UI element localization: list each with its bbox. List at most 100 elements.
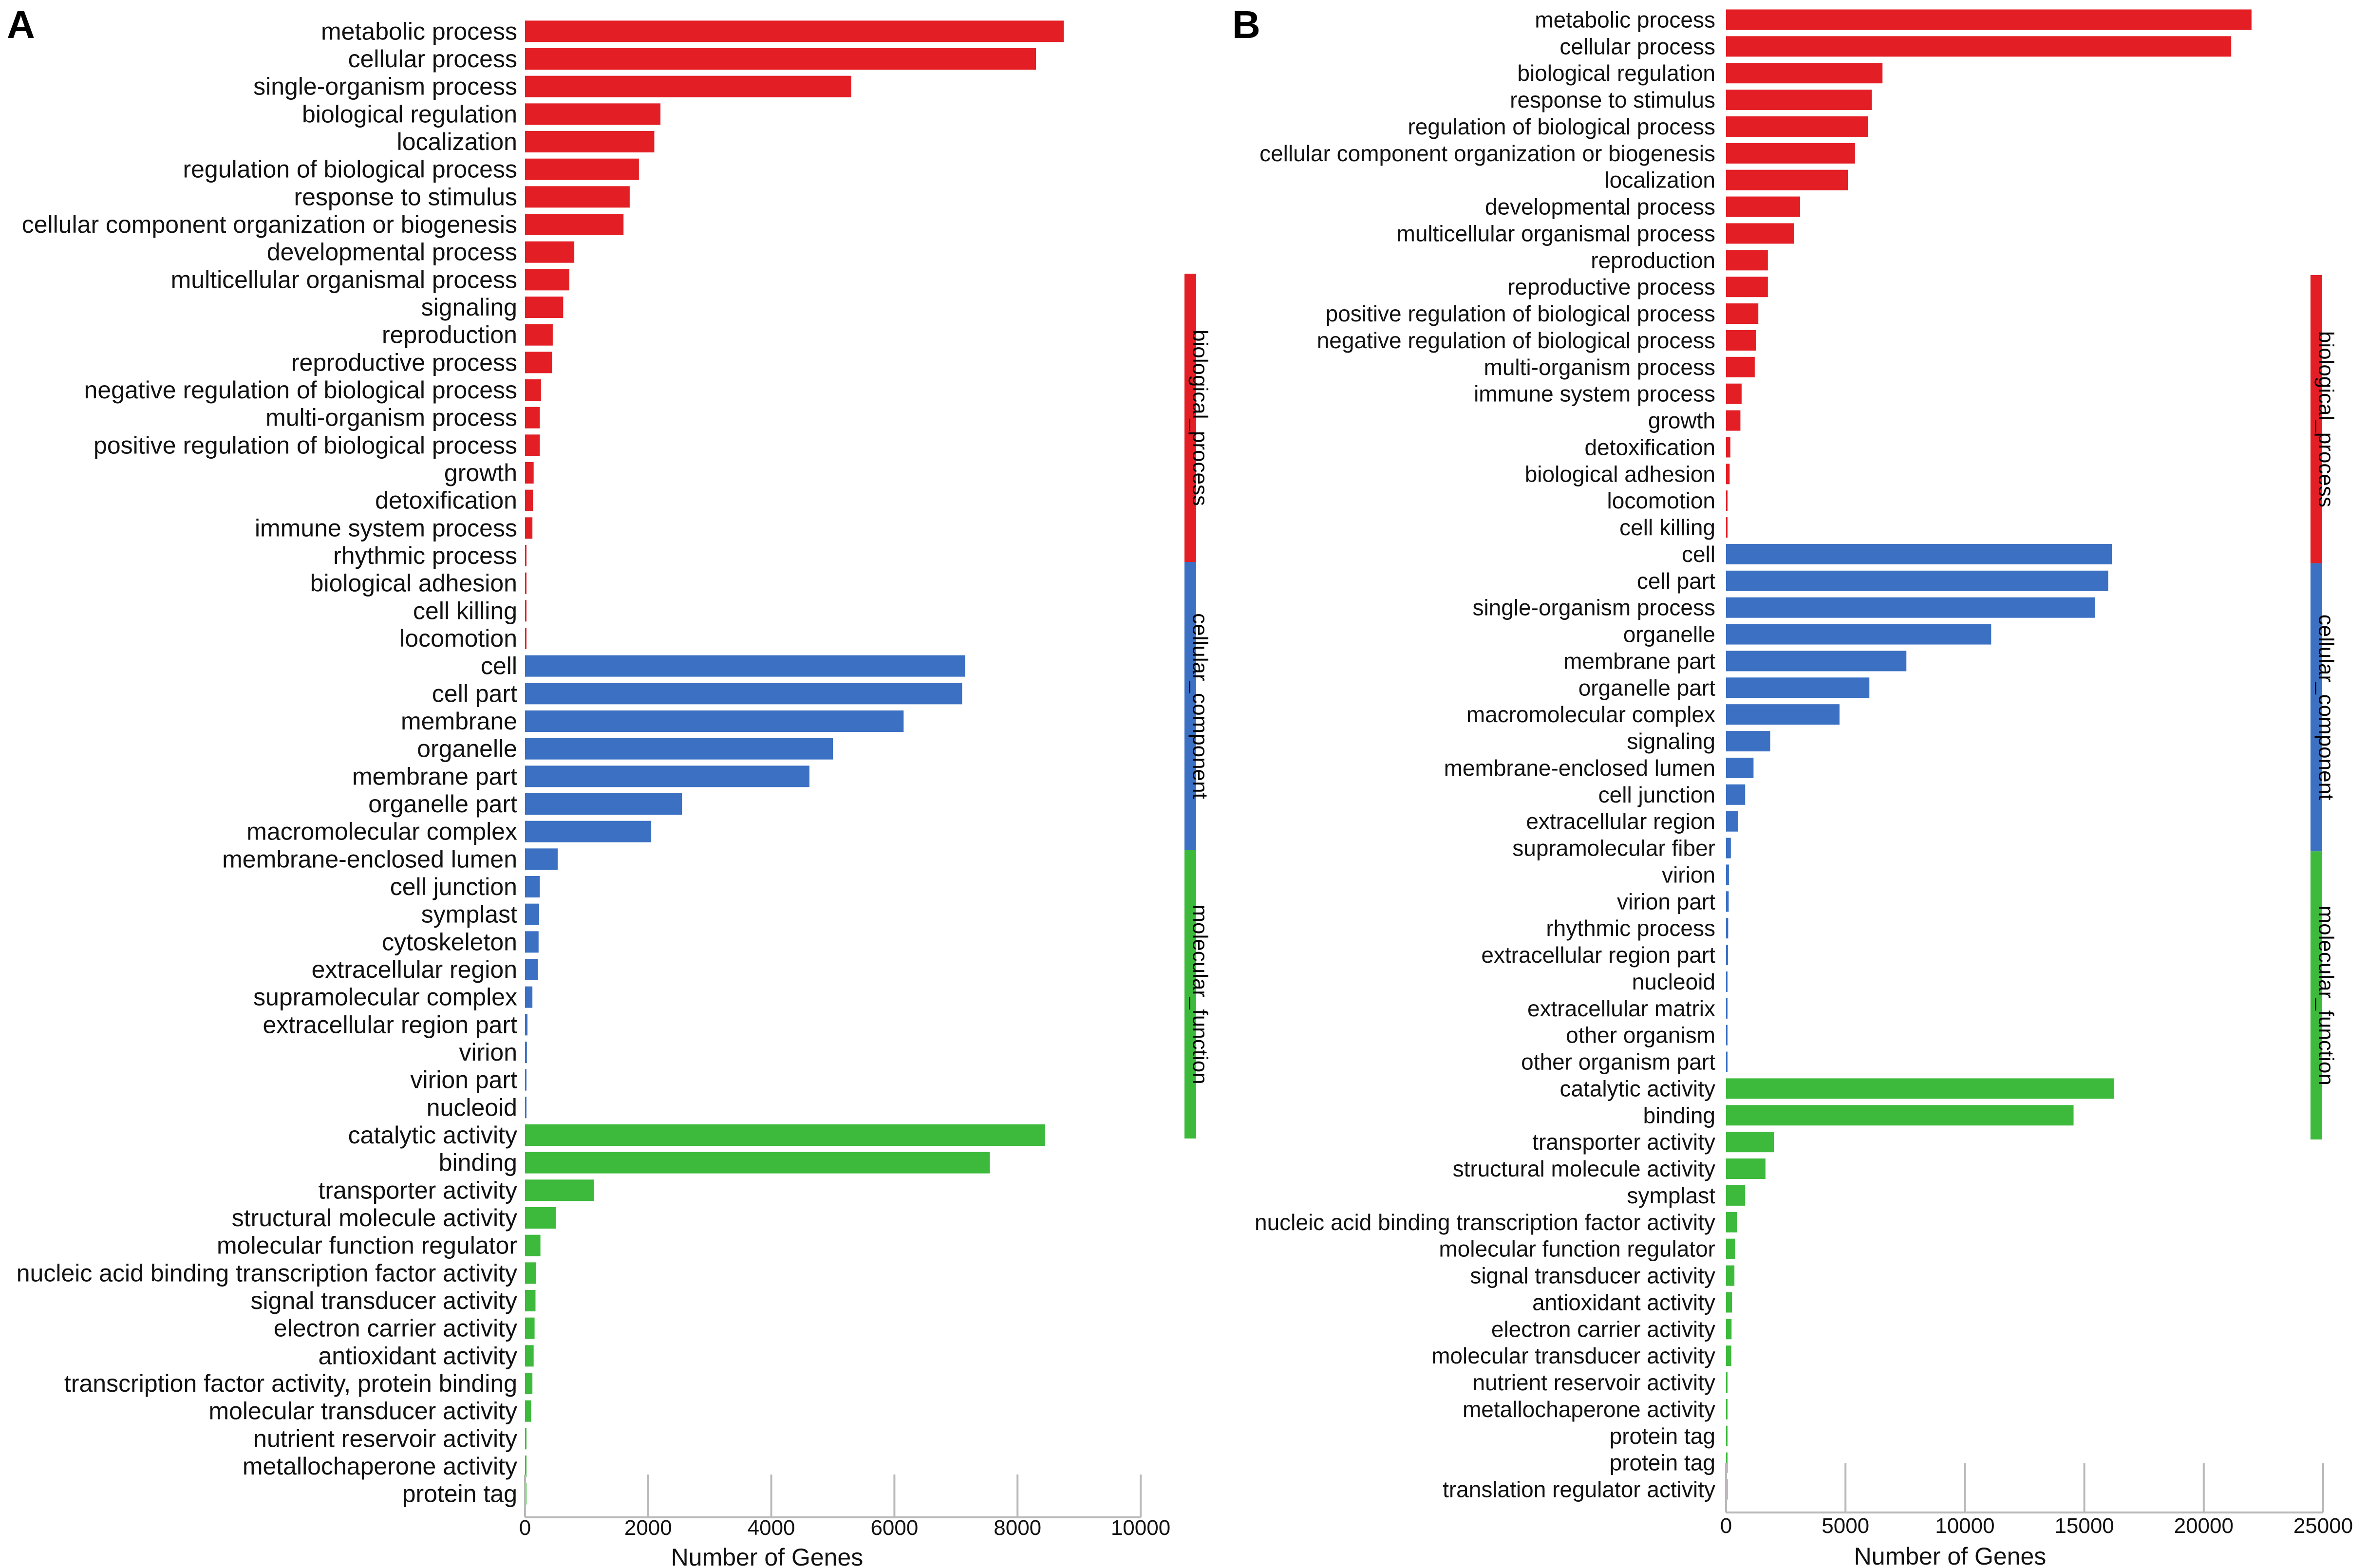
bar — [1726, 1319, 1732, 1340]
bar — [525, 297, 564, 318]
bar — [1726, 1025, 1728, 1045]
category-label: catalytic activity — [348, 1121, 517, 1149]
category-label: locomotion — [1607, 488, 1715, 513]
category-label: biological regulation — [302, 100, 517, 128]
bar — [1726, 1238, 1735, 1259]
x-tick-label: 20000 — [2174, 1514, 2234, 1538]
category-label: detoxification — [375, 487, 517, 514]
bar — [1726, 597, 2095, 618]
panel-a-letter: A — [7, 3, 35, 46]
bar — [1726, 223, 1794, 244]
bar — [525, 75, 851, 97]
bar — [1726, 1399, 1728, 1419]
x-tick-label: 0 — [1720, 1514, 1732, 1538]
bar — [1726, 811, 1738, 832]
bar — [1726, 1051, 1728, 1072]
category-label: extracellular region — [312, 956, 517, 983]
category-label: membrane — [401, 708, 517, 735]
bar — [1726, 1132, 1774, 1153]
category-label: cellular process — [1559, 34, 1715, 59]
category-label: reproduction — [382, 321, 517, 349]
panel-b-letter: B — [1232, 3, 1260, 46]
bar — [1726, 517, 1728, 538]
category-label: signaling — [421, 294, 517, 321]
bar — [1726, 784, 1746, 805]
bar — [1726, 1345, 1731, 1366]
category-label: molecular transducer activity — [208, 1398, 517, 1425]
category-label: structural molecule activity — [232, 1204, 517, 1232]
category-label: binding — [439, 1149, 517, 1176]
category-label: positive regulation of biological proces… — [1326, 301, 1715, 326]
bar — [1726, 196, 1801, 217]
bar — [525, 683, 962, 705]
x-tick-label: 0 — [519, 1516, 531, 1540]
category-label: cell part — [1637, 568, 1715, 594]
bar — [525, 20, 1064, 42]
bar — [525, 1428, 526, 1450]
bar — [1726, 1292, 1732, 1313]
category-label: localization — [1604, 168, 1715, 193]
category-label: extracellular region part — [263, 1011, 518, 1038]
bar — [525, 186, 630, 208]
category-label: nucleic acid binding transcription facto… — [17, 1259, 517, 1287]
category-label: catalytic activity — [1559, 1076, 1715, 1101]
category-label: nucleoid — [1632, 969, 1715, 994]
category-label: rhythmic process — [333, 542, 517, 569]
bar — [1726, 891, 1729, 912]
bar — [525, 489, 533, 511]
category-label: molecular transducer activity — [1431, 1343, 1715, 1368]
category-label: protein tag — [402, 1480, 517, 1508]
group-bar-molecular-function — [2311, 851, 2322, 1139]
category-label: membrane part — [352, 763, 517, 790]
bar — [525, 1234, 541, 1256]
bar — [1726, 1452, 1728, 1473]
category-label: membrane part — [1563, 648, 1715, 673]
category-label: reproductive process — [1507, 274, 1715, 299]
bar — [525, 434, 540, 456]
category-label: symplast — [421, 901, 517, 928]
bar — [1726, 356, 1755, 377]
bar — [1726, 570, 2108, 591]
bar — [1726, 90, 1872, 111]
bar — [525, 1290, 536, 1311]
bar — [1726, 704, 1840, 725]
category-label: antioxidant activity — [318, 1342, 517, 1369]
category-label: cell killing — [413, 597, 517, 624]
category-label: cell — [1682, 541, 1715, 567]
category-label: reproductive process — [291, 349, 517, 376]
category-label: negative regulation of biological proces… — [84, 376, 517, 404]
category-label: electron carrier activity — [274, 1315, 517, 1342]
bar — [525, 517, 533, 539]
group-label: cellular_component — [2314, 615, 2338, 801]
bar — [1726, 998, 1728, 1019]
category-label: regulation of biological process — [183, 156, 517, 183]
bar — [525, 765, 809, 787]
category-label: supramolecular complex — [253, 984, 517, 1011]
bar — [1726, 36, 2232, 57]
category-label: multi-organism process — [1484, 355, 1715, 380]
category-label: transporter activity — [319, 1176, 517, 1204]
category-label: negative regulation of biological proces… — [1317, 328, 1715, 353]
bar — [525, 1373, 533, 1394]
category-label: reproduction — [1591, 247, 1715, 273]
bar — [1726, 1105, 2074, 1126]
category-label: cytoskeleton — [382, 928, 517, 955]
bar — [525, 324, 553, 346]
group-label: cellular_component — [1188, 613, 1212, 799]
category-label: virion part — [1617, 889, 1715, 914]
bar — [525, 407, 540, 429]
category-label: immune system process — [255, 514, 517, 541]
bar — [525, 1262, 536, 1284]
category-label: growth — [444, 459, 517, 486]
bar — [525, 241, 575, 263]
bar — [525, 214, 624, 235]
bar — [525, 738, 833, 760]
bar — [525, 572, 526, 594]
category-label: locomotion — [399, 625, 517, 652]
bar — [1726, 864, 1729, 885]
category-label: macromolecular complex — [246, 818, 517, 845]
category-label: protein tag — [1610, 1423, 1715, 1449]
bar — [1726, 651, 1907, 672]
